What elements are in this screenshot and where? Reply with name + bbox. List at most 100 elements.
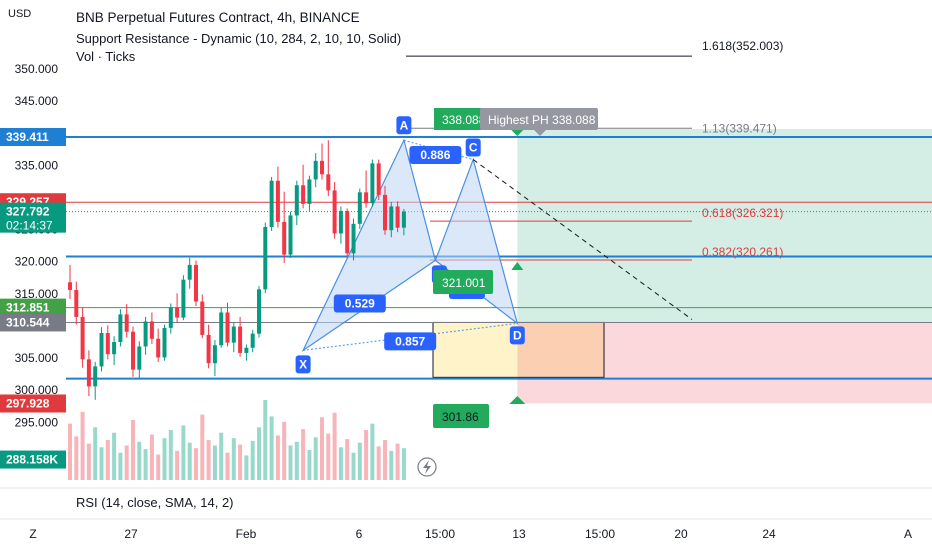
volume-bar: [118, 452, 123, 480]
candle-body: [338, 210, 343, 234]
point-c-bg: [465, 138, 481, 157]
volume-bar: [263, 400, 268, 480]
auto-scale-button[interactable]: A: [904, 527, 912, 541]
ratio-0-857-text: 0.857: [395, 334, 425, 348]
candle-body: [149, 321, 154, 339]
volume-bar: [137, 441, 142, 480]
zoom-out-button[interactable]: Z: [29, 527, 36, 541]
price-badge[interactable]: 297.928: [0, 394, 66, 413]
candle-body: [131, 331, 135, 370]
volume-bar: [338, 447, 343, 480]
volume-bar: [112, 432, 117, 480]
volume-bar: [74, 436, 79, 480]
volume-bar: [370, 423, 375, 480]
ratio-0-529-bg: [333, 294, 386, 313]
price-tick-label: 305.000: [15, 351, 59, 365]
pattern-labels[interactable]: XABCD0.8860.5291.70.8571.618(352.003)1.1…: [295, 39, 784, 477]
point-c[interactable]: C: [465, 138, 481, 157]
candle-body: [105, 333, 110, 355]
level-321-annotation[interactable]: 321.001: [433, 262, 524, 294]
candle-body: [313, 160, 318, 180]
price-badge-text: 310.544: [6, 315, 50, 329]
time-tick-label: 15:00: [585, 527, 615, 541]
price-badge-text: 288.158K: [6, 453, 58, 467]
symbol-title[interactable]: BNB Perpetual Futures Contract, 4h, BINA…: [76, 10, 360, 25]
volume-bar: [395, 443, 400, 480]
indicator-legend-support-resistance[interactable]: Support Resistance - Dynamic (10, 284, 2…: [76, 31, 402, 46]
candle-body: [376, 163, 381, 195]
time-tick-label: 6: [356, 527, 363, 541]
price-tick-label: 300.000: [15, 383, 59, 397]
auto-scale-label: A: [904, 527, 912, 541]
point-x-text: X: [299, 357, 307, 371]
ratio-0-886[interactable]: 0.886: [409, 146, 462, 165]
ratio-0-857[interactable]: 0.857: [384, 332, 437, 351]
volume-bar: [250, 440, 255, 480]
candle-body: [307, 179, 312, 204]
level-301-annotation[interactable]: 301.86: [433, 396, 526, 428]
volume-bar: [257, 427, 261, 480]
candle-body: [93, 366, 98, 387]
volume-bar: [275, 435, 280, 480]
highest-label-bg: [480, 108, 598, 130]
highest-ph-annotation[interactable]: 338.088 Highest PH 338.088: [434, 108, 598, 136]
level-301-arrow: [509, 396, 526, 404]
projection-dashed-line[interactable]: [472, 159, 693, 320]
price-badge[interactable]: 288.158K: [0, 450, 66, 469]
candle-body: [250, 333, 255, 348]
highest-value-text: 338.088: [442, 113, 486, 127]
ratio-0-529[interactable]: 0.529: [333, 294, 386, 313]
candle-body: [301, 185, 306, 204]
volume-bar: [320, 417, 324, 480]
candle-body: [263, 227, 268, 290]
entry-zone-left: [433, 322, 518, 378]
ratio-0-857-bg: [384, 332, 437, 351]
price-badge-bg: [0, 313, 66, 332]
volume-bar: [294, 441, 299, 480]
price-badge[interactable]: 312.851: [0, 298, 66, 317]
currency-label: USD: [8, 8, 32, 20]
lightning-icon-bolt: [423, 460, 431, 474]
point-x[interactable]: X: [295, 355, 311, 374]
lightning-icon[interactable]: [417, 457, 437, 477]
candles: [68, 140, 406, 400]
candle-body: [219, 312, 224, 346]
price-badge[interactable]: 310.544: [0, 313, 66, 332]
candle-body: [383, 194, 387, 231]
volume-bar: [80, 411, 85, 480]
price-badge-bg: [0, 298, 66, 317]
rsi-legend[interactable]: RSI (14, close, SMA, 14, 2): [76, 495, 234, 510]
candle-body: [389, 206, 394, 231]
candle-body: [364, 192, 369, 204]
volume-bar: [194, 448, 198, 480]
price-axis: 350.000345.000340.000335.000325.000320.0…: [0, 62, 66, 469]
price-badge-bg: [0, 394, 66, 413]
candle-body: [68, 282, 72, 290]
point-a[interactable]: A: [396, 116, 412, 135]
indicator-legend-volume[interactable]: Vol · Ticks: [76, 49, 136, 64]
time-tick-label: Feb: [236, 527, 257, 541]
time-tick-label: 13: [512, 527, 526, 541]
candle-body: [206, 334, 211, 364]
volume-bar: [131, 420, 135, 480]
candle-body: [124, 314, 129, 332]
price-badge-bg: [0, 127, 66, 146]
volume-bar: [231, 438, 236, 480]
volume-bar: [282, 421, 287, 480]
profit-zone: [517, 128, 932, 323]
candle-body: [194, 264, 198, 302]
volume-bar: [225, 452, 230, 480]
candle-body: [74, 289, 79, 317]
candle-body: [401, 211, 406, 228]
volume-bar: [175, 450, 180, 480]
price-badge-text: 297.928: [6, 396, 50, 410]
candle-body: [200, 301, 205, 335]
candle-body: [187, 264, 192, 280]
volume-bar: [86, 443, 91, 480]
point-d[interactable]: D: [509, 326, 525, 345]
price-tick-label: 315.000: [15, 287, 59, 301]
price-badge[interactable]: 339.411: [0, 127, 66, 146]
